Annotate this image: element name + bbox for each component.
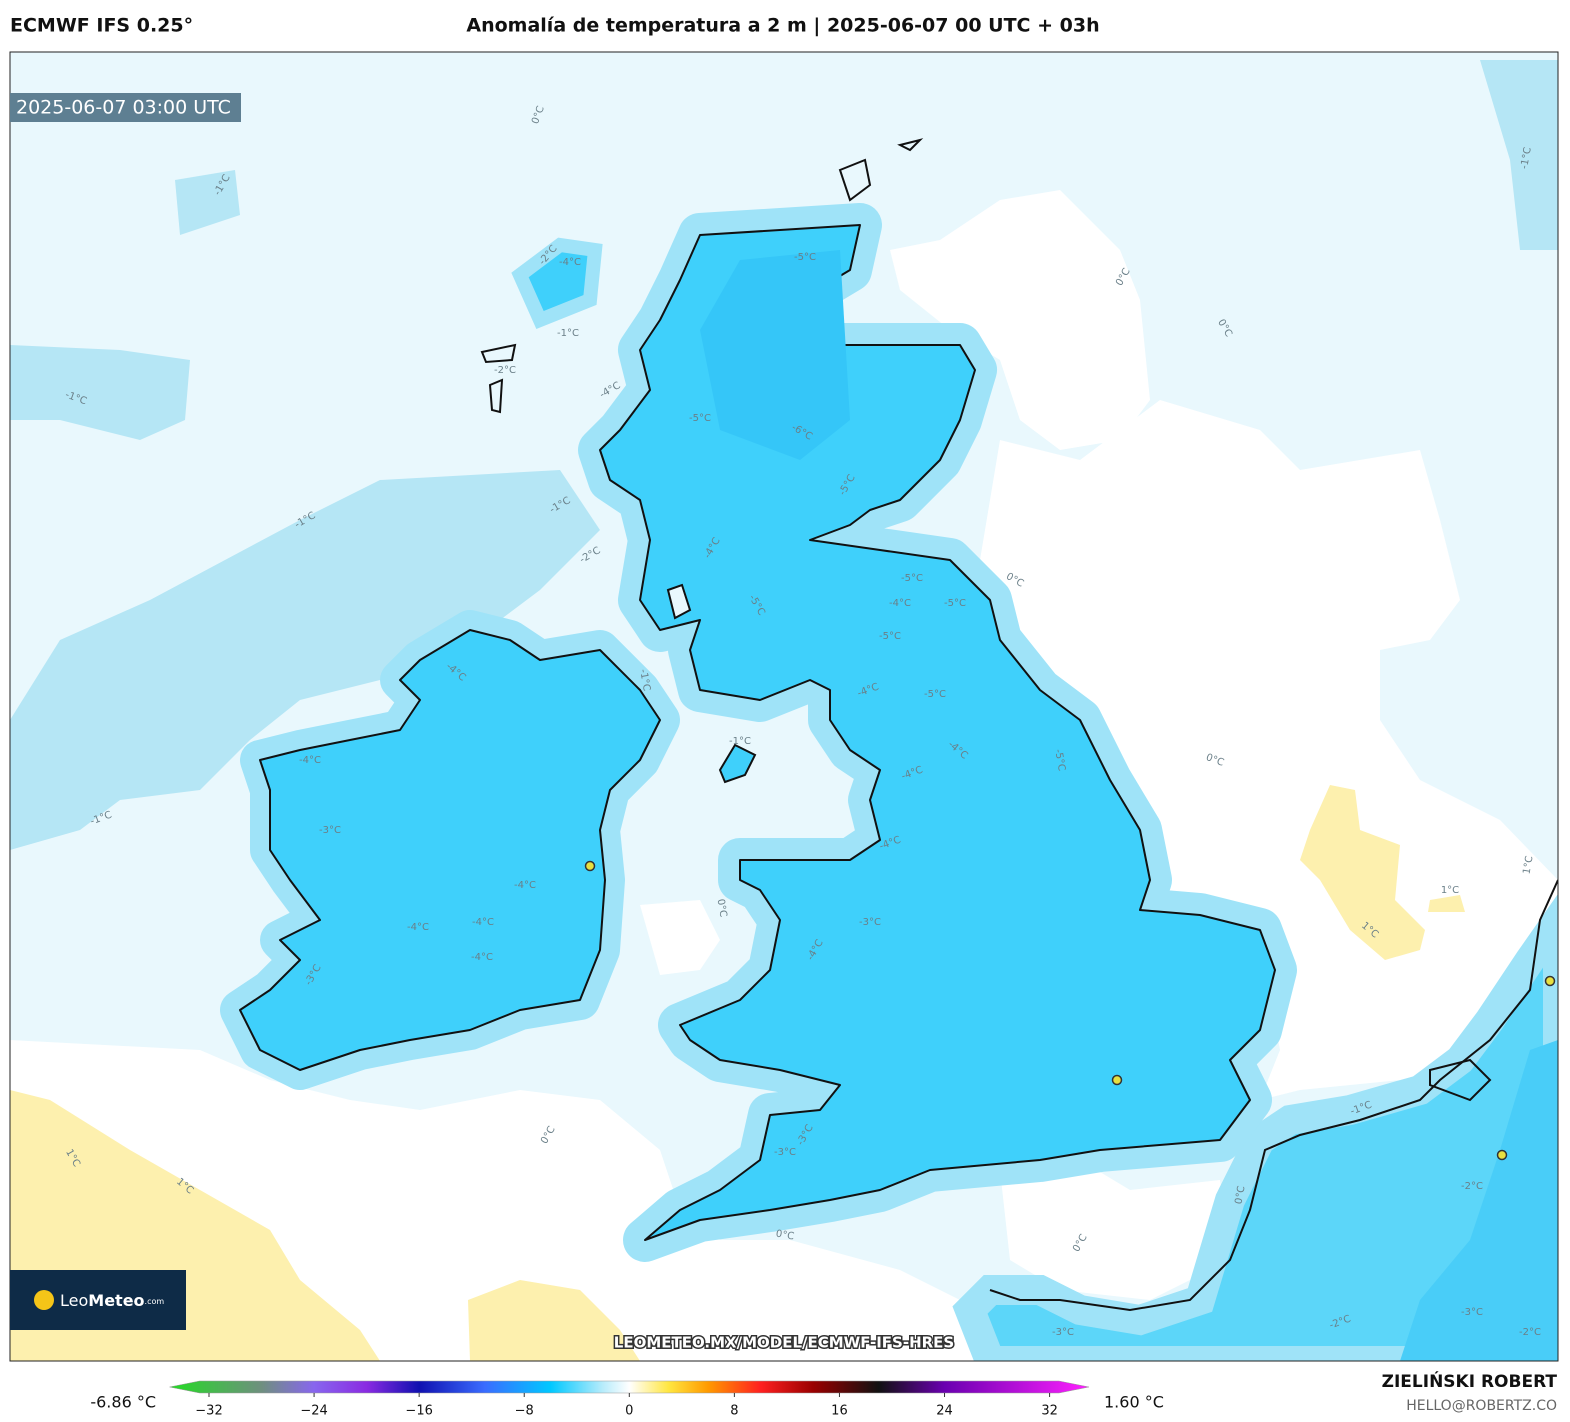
- time-box: [10, 93, 241, 122]
- great-britain: [599, 224, 1276, 1241]
- sea-zone: [10, 345, 190, 440]
- colorbar-tick-label: −16: [405, 1404, 432, 1419]
- neutral-zone: [890, 190, 1150, 450]
- contour-label: 0°C: [1233, 1185, 1247, 1205]
- contour-label: -3°C: [1461, 1307, 1483, 1318]
- contour-label: -1°C: [637, 668, 652, 692]
- colorbar-tick-label: 24: [936, 1404, 953, 1419]
- valid-time: 2025-06-07 03:00 UTC: [16, 97, 231, 119]
- contour-label: 0°C: [775, 1228, 795, 1242]
- contour-label: -1°C: [557, 328, 579, 339]
- sea-zone: [10, 470, 600, 850]
- island: [511, 237, 603, 330]
- map-title: Anomalía de temperatura a 2 m | 2025-06-…: [466, 15, 1099, 37]
- contour-label: 1°C: [1441, 885, 1459, 896]
- sea-zone: [1480, 60, 1558, 250]
- ireland: [239, 629, 661, 1071]
- neutral-zone: [1000, 1160, 1230, 1300]
- contour-label: -4°C: [472, 917, 494, 928]
- colorbar-tick-label: 32: [1041, 1404, 1058, 1419]
- cold-zone: [1400, 1040, 1558, 1361]
- contour-label: -5°C: [689, 413, 711, 424]
- island: [838, 158, 872, 202]
- colorbar-tick-label: 8: [730, 1404, 738, 1419]
- warm-zone: [1428, 895, 1465, 912]
- neutral-zone: [640, 900, 720, 975]
- contour-label: -5°C: [924, 689, 946, 700]
- island: [666, 583, 692, 620]
- contour-label: -5°C: [1052, 748, 1067, 772]
- map-frame: [9, 51, 1559, 1362]
- email: HELLO@ROBERTZ.CO: [1406, 1398, 1557, 1414]
- contour-label: -3°C: [1052, 1327, 1074, 1338]
- contour-label: 1°C: [1521, 855, 1535, 875]
- logo-text: LeoMeteo.com: [60, 1291, 164, 1310]
- colorbar-bar: [169, 1380, 1090, 1394]
- coast-detail: [1429, 1058, 1492, 1102]
- continent-coast: [989, 879, 1558, 1312]
- city-marker: [584, 860, 596, 872]
- watermark: LEOMETEO.MX/MODEL/ECMWF-IFS-HRES: [614, 1334, 954, 1352]
- colorbar-tick-label: −8: [515, 1404, 534, 1419]
- city-marker: [1496, 1149, 1508, 1161]
- contour-label: -4°C: [889, 598, 911, 609]
- map-area: 0°C-1°C-1°C-1°C-1°C0°C1°C1°C-5°C-6°C-5°C…: [10, 52, 1558, 1361]
- contour-label: -4°C: [514, 880, 536, 891]
- island: [480, 343, 517, 364]
- contour-label: -5°C: [879, 631, 901, 642]
- contour-label: -4°C: [407, 922, 429, 933]
- logo-sun: [34, 1290, 54, 1310]
- contour-label: -2°C: [1519, 1327, 1541, 1338]
- contour-label: -4°C: [299, 755, 321, 766]
- colorbar-tick-label: 16: [831, 1404, 848, 1419]
- sea-zone: [175, 170, 240, 235]
- colorbar-tick-label: −32: [195, 1404, 222, 1419]
- contour-label: -4°C: [559, 257, 581, 268]
- contour-label: -3°C: [859, 917, 881, 928]
- colorbar-max: 1.60 °C: [1104, 1393, 1164, 1412]
- model-name: ECMWF IFS 0.25°: [10, 15, 193, 37]
- colorbar: −32 −24 −16 −8 0 8 16 24 32: [169, 1380, 1090, 1419]
- contour-label: -2°C: [1461, 1181, 1483, 1192]
- city-marker: [1544, 975, 1556, 987]
- island: [488, 378, 504, 414]
- cold-core: [700, 250, 850, 460]
- contour-label: -5°C: [944, 598, 966, 609]
- contour-label: -5°C: [901, 573, 923, 584]
- colorbar-min: -6.86 °C: [90, 1393, 156, 1412]
- contour-label: -5°C: [794, 252, 816, 263]
- contour-label: -3°C: [319, 825, 341, 836]
- cold-zone: [952, 893, 1558, 1361]
- contour-label: -3°C: [774, 1147, 796, 1158]
- contour-label: 0°C: [714, 898, 728, 918]
- contour-label: -4°C: [471, 952, 493, 963]
- colorbar-tick-label: 0: [625, 1404, 633, 1419]
- city-marker: [1111, 1074, 1123, 1086]
- warm-zone: [1300, 785, 1425, 960]
- contour-label: -1°C: [1519, 146, 1534, 170]
- warm-zone: [468, 1280, 640, 1361]
- island: [718, 743, 757, 784]
- contour-label: -1°C: [729, 736, 751, 747]
- author: ZIELIŃSKI ROBERT: [1382, 1370, 1558, 1392]
- contour-label: -2°C: [494, 365, 516, 376]
- island: [897, 138, 924, 152]
- colorbar-tick-label: −24: [300, 1404, 327, 1419]
